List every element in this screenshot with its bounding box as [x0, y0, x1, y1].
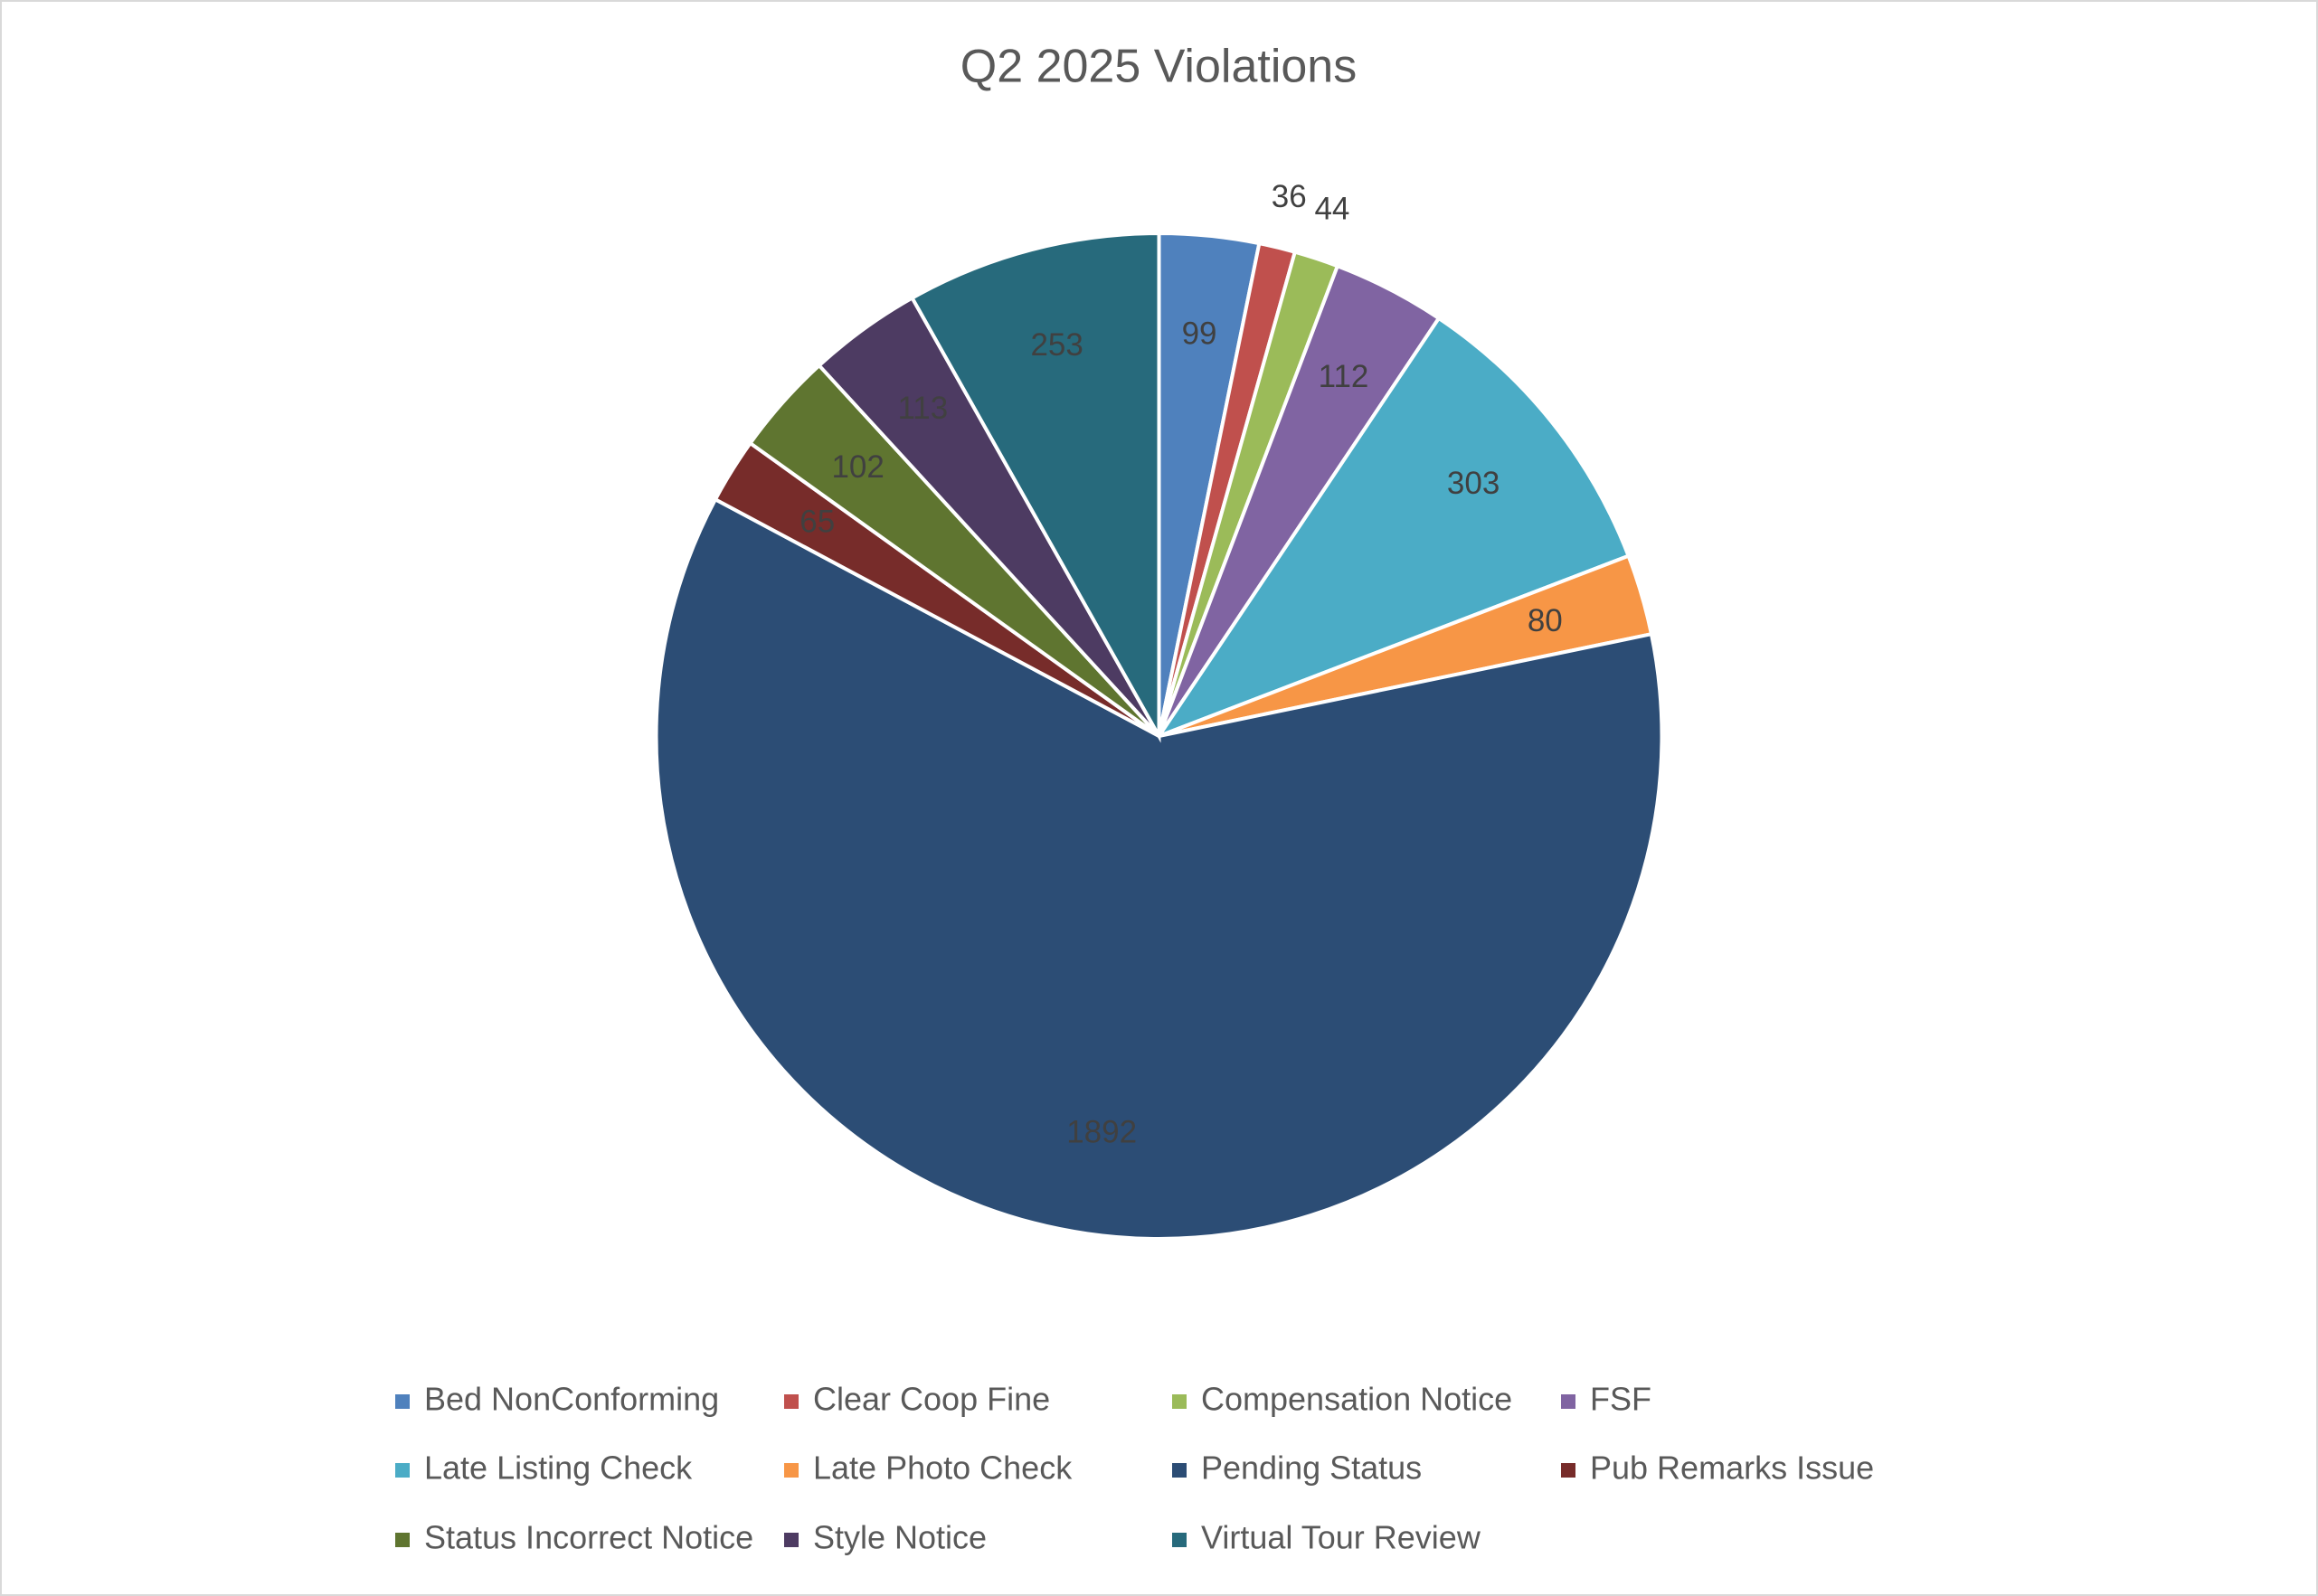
legend-label: Compensation Notice [1201, 1381, 1512, 1418]
legend-swatch [784, 1533, 799, 1547]
legend-swatch [1561, 1394, 1575, 1409]
data-label: 253 [1030, 327, 1083, 363]
data-label: 65 [799, 504, 835, 539]
legend-swatch [1172, 1533, 1187, 1547]
legend-label: Late Listing Check [424, 1450, 693, 1487]
legend-swatch [1172, 1463, 1187, 1478]
legend-label: Status Incorrect Notice [424, 1519, 753, 1556]
legend-label: FSF [1590, 1381, 1651, 1418]
legend-swatch [784, 1394, 799, 1409]
legend-label: Pending Status [1201, 1450, 1422, 1487]
legend-label: Style Notice [813, 1519, 987, 1556]
legend-swatch [395, 1394, 410, 1409]
pie-slice [909, 231, 1161, 743]
data-label: 113 [897, 391, 948, 426]
legend-label: Pub Remarks Issue [1590, 1450, 1874, 1487]
data-label: 44 [1314, 191, 1349, 226]
legend-swatch [1172, 1394, 1187, 1409]
pie-slice [654, 496, 1664, 1241]
legend-label: Clear Coop Fine [813, 1381, 1050, 1418]
data-label: 99 [1182, 316, 1217, 352]
data-label: 102 [831, 449, 884, 485]
legend-label: Late Photo Check [813, 1450, 1073, 1487]
data-label: 112 [1319, 359, 1369, 394]
data-label: 303 [1447, 466, 1500, 501]
legend-swatch [784, 1463, 799, 1478]
legend-label: Virtual Tour Review [1201, 1519, 1481, 1556]
data-label: 80 [1528, 603, 1563, 638]
data-label: 1892 [1066, 1115, 1137, 1150]
chart-title: Q2 2025 Violations [960, 41, 1357, 93]
legend-swatch [395, 1463, 410, 1478]
legend-swatch [1561, 1463, 1575, 1478]
data-label: 36 [1272, 179, 1307, 214]
legend-label: Bed NonConforming [424, 1381, 719, 1418]
legend-swatch [395, 1533, 410, 1547]
pie-slice [1154, 316, 1632, 741]
